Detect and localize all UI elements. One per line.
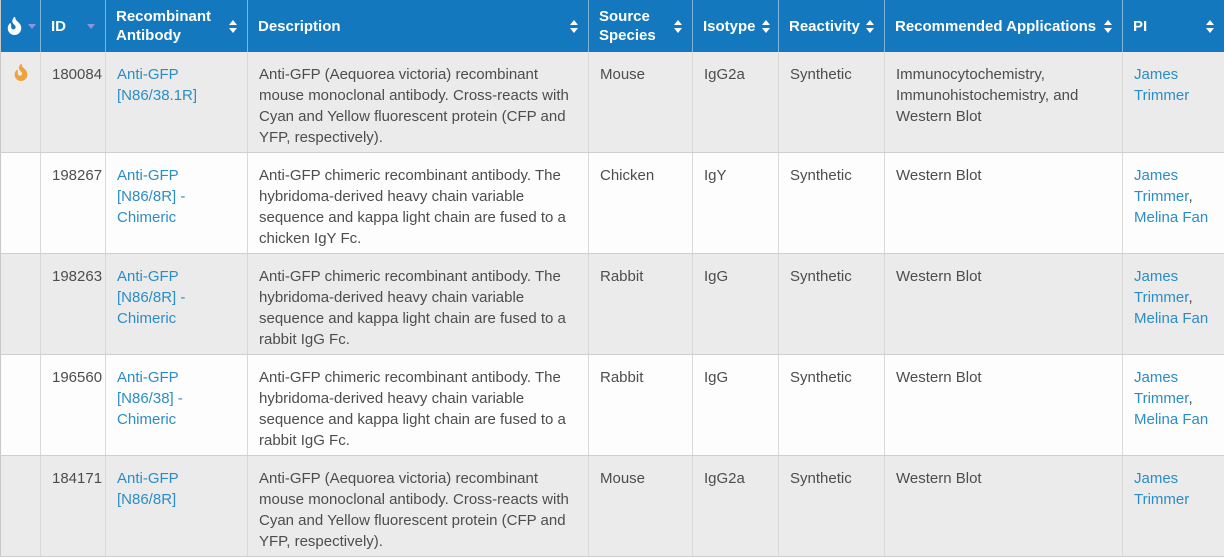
table-row: 180084 Anti-GFP [N86/38.1R] Anti-GFP (Ae… <box>1 52 1224 153</box>
applications-cell: Western Blot <box>885 153 1123 254</box>
source-species-cell: Mouse <box>589 52 693 153</box>
table-row: 198267 Anti-GFP [N86/8R] - Chimeric Anti… <box>1 153 1224 254</box>
isotype-cell: IgG <box>693 355 779 456</box>
table-row: 196560 Anti-GFP [N86/38] - Chimeric Anti… <box>1 355 1224 456</box>
id-cell: 198263 <box>41 254 106 355</box>
fire-icon <box>7 17 22 35</box>
antibody-link[interactable]: Anti-GFP [N86/38] - Chimeric <box>117 369 183 428</box>
pi-link[interactable]: James Trimmer <box>1134 470 1189 508</box>
id-cell: 196560 <box>41 355 106 456</box>
applications-cell: Western Blot <box>885 456 1123 557</box>
column-header-antibody[interactable]: Recombinant Antibody <box>106 0 248 52</box>
sort-desc-icon <box>87 24 95 29</box>
antibody-table-body: 180084 Anti-GFP [N86/38.1R] Anti-GFP (Ae… <box>1 52 1224 557</box>
antibody-link[interactable]: Anti-GFP [N86/8R] <box>117 470 178 508</box>
sort-icon <box>762 20 770 33</box>
source-species-cell: Rabbit <box>589 355 693 456</box>
table-row: 198263 Anti-GFP [N86/8R] - Chimeric Anti… <box>1 254 1224 355</box>
featured-cell <box>1 153 41 254</box>
isotype-cell: IgY <box>693 153 779 254</box>
description-cell: Anti-GFP chimeric recombinant antibody. … <box>248 153 589 254</box>
column-header-applications[interactable]: Recommended Applications <box>885 0 1123 52</box>
description-cell: Anti-GFP (Aequorea victoria) recombinant… <box>248 456 589 557</box>
pi-link[interactable]: Melina Fan <box>1134 310 1208 327</box>
reactivity-cell: Synthetic <box>779 153 885 254</box>
featured-cell <box>1 456 41 557</box>
description-cell: Anti-GFP chimeric recombinant antibody. … <box>248 254 589 355</box>
pi-link[interactable]: Melina Fan <box>1134 411 1208 428</box>
featured-cell <box>1 355 41 456</box>
table-row: 184171 Anti-GFP [N86/8R] Anti-GFP (Aequo… <box>1 456 1224 557</box>
pi-link[interactable]: James Trimmer <box>1134 369 1188 407</box>
isotype-cell: IgG2a <box>693 456 779 557</box>
reactivity-cell: Synthetic <box>779 355 885 456</box>
source-species-cell: Chicken <box>589 153 693 254</box>
description-cell: Anti-GFP chimeric recombinant antibody. … <box>248 355 589 456</box>
applications-cell: Western Blot <box>885 254 1123 355</box>
column-header-featured[interactable] <box>1 0 41 52</box>
column-label: ID <box>51 17 66 36</box>
pi-link[interactable]: Melina Fan <box>1134 209 1208 226</box>
column-label: Recombinant Antibody <box>116 7 223 45</box>
isotype-cell: IgG2a <box>693 52 779 153</box>
column-header-isotype[interactable]: Isotype <box>693 0 779 52</box>
antibody-link[interactable]: Anti-GFP [N86/38.1R] <box>117 66 197 104</box>
featured-cell <box>1 52 41 153</box>
pi-cell: James Trimmer <box>1123 456 1224 557</box>
sort-icon <box>674 20 682 33</box>
column-header-pi[interactable]: PI <box>1123 0 1224 52</box>
table-header: ID Recombinant Antibody Description Sour… <box>1 0 1224 52</box>
pi-link[interactable]: James Trimmer <box>1134 268 1188 306</box>
pi-cell: James Trimmer <box>1123 52 1224 153</box>
sort-icon <box>866 20 874 33</box>
featured-cell <box>1 254 41 355</box>
reactivity-cell: Synthetic <box>779 456 885 557</box>
pi-link[interactable]: James Trimmer <box>1134 66 1189 104</box>
id-cell: 184171 <box>41 456 106 557</box>
column-header-reactivity[interactable]: Reactivity <box>779 0 885 52</box>
antibody-cell: Anti-GFP [N86/8R] <box>106 456 248 557</box>
pi-link[interactable]: James Trimmer <box>1134 167 1188 205</box>
description-cell: Anti-GFP (Aequorea victoria) recombinant… <box>248 52 589 153</box>
source-species-cell: Mouse <box>589 456 693 557</box>
isotype-cell: IgG <box>693 254 779 355</box>
column-label: Recommended Applications <box>895 17 1096 36</box>
reactivity-cell: Synthetic <box>779 52 885 153</box>
antibody-cell: Anti-GFP [N86/38] - Chimeric <box>106 355 248 456</box>
column-label: Description <box>258 17 341 36</box>
source-species-cell: Rabbit <box>589 254 693 355</box>
applications-cell: Western Blot <box>885 355 1123 456</box>
column-label: PI <box>1133 17 1147 36</box>
sort-icon <box>1206 20 1214 33</box>
antibody-cell: Anti-GFP [N86/8R] - Chimeric <box>106 254 248 355</box>
column-label: Source Species <box>599 7 668 45</box>
antibody-cell: Anti-GFP [N86/38.1R] <box>106 52 248 153</box>
fire-icon <box>14 64 28 81</box>
pi-cell: James Trimmer, Melina Fan <box>1123 355 1224 456</box>
applications-cell: Immunocytochemistry, Immunohistochemistr… <box>885 52 1123 153</box>
sort-desc-icon <box>28 24 36 29</box>
pi-cell: James Trimmer, Melina Fan <box>1123 153 1224 254</box>
column-label: Isotype <box>703 17 756 36</box>
sort-icon <box>570 20 578 33</box>
antibody-cell: Anti-GFP [N86/8R] - Chimeric <box>106 153 248 254</box>
pi-cell: James Trimmer, Melina Fan <box>1123 254 1224 355</box>
column-header-id[interactable]: ID <box>41 0 106 52</box>
id-cell: 198267 <box>41 153 106 254</box>
column-header-description[interactable]: Description <box>248 0 589 52</box>
reactivity-cell: Synthetic <box>779 254 885 355</box>
column-label: Reactivity <box>789 17 860 36</box>
antibody-link[interactable]: Anti-GFP [N86/8R] - Chimeric <box>117 268 185 327</box>
id-cell: 180084 <box>41 52 106 153</box>
sort-icon <box>229 20 237 33</box>
antibody-link[interactable]: Anti-GFP [N86/8R] - Chimeric <box>117 167 185 226</box>
sort-icon <box>1104 20 1112 33</box>
column-header-source-species[interactable]: Source Species <box>589 0 693 52</box>
